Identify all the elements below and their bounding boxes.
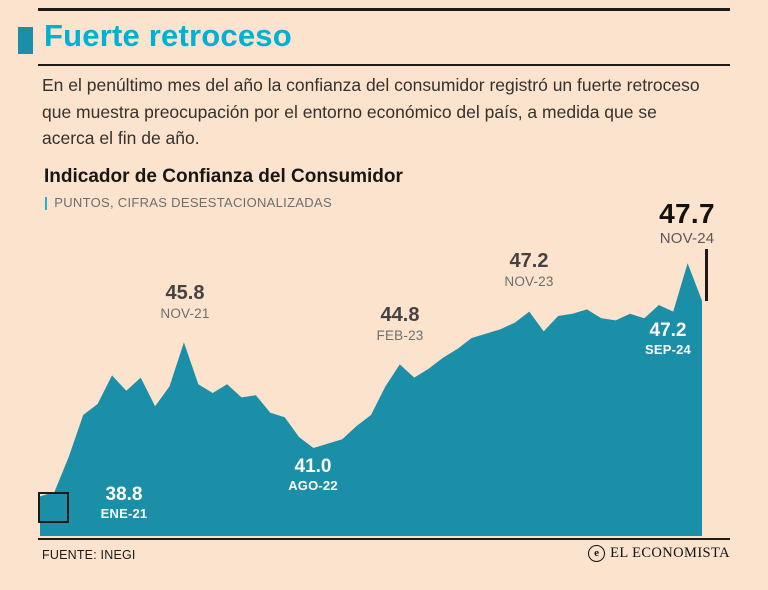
annotation-ago22: 41.0 AGO-22 <box>273 456 353 494</box>
annotation-feb23: 44.8 FEB-23 <box>360 304 440 344</box>
annotation-sep24: 47.2 SEP-24 <box>632 320 704 358</box>
annotation-label: ENE-21 <box>100 506 148 522</box>
chart-subtitle: | PUNTOS, CIFRAS DESESTACIONALIZADAS <box>44 194 332 210</box>
header-divider <box>38 64 730 66</box>
publisher-logo: e EL ECONOMISTA <box>588 545 730 562</box>
annotation-label: NOV-23 <box>504 274 554 290</box>
footer-divider <box>38 538 730 540</box>
annotation-label: FEB-23 <box>376 328 424 344</box>
annotation-label: AGO-22 <box>288 478 338 494</box>
title-marker <box>18 27 33 54</box>
chart-units: PUNTOS, CIFRAS DESESTACIONALIZADAS <box>54 195 332 210</box>
annotation-value: 47.2 <box>649 320 687 341</box>
annotation-value: 47.2 <box>509 250 549 272</box>
annotation-label: SEP-24 <box>644 342 691 358</box>
page-title: Fuerte retroceso <box>44 18 292 53</box>
subtitle-pipe-icon: | <box>44 194 49 210</box>
top-rule <box>38 8 730 11</box>
series-start-marker <box>38 492 69 523</box>
annotation-value: 44.8 <box>380 304 420 326</box>
annotation-value: 47.7 <box>659 198 715 229</box>
annotation-label: NOV-24 <box>659 230 715 248</box>
annotation-value: 41.0 <box>294 456 332 477</box>
source-text: FUENTE: INEGI <box>42 548 136 562</box>
final-value-marker <box>705 249 708 301</box>
chart-title: Indicador de Confianza del Consumidor <box>44 166 403 187</box>
annotation-value: 45.8 <box>165 282 205 304</box>
annotation-value: 38.8 <box>105 484 143 505</box>
annotation-ene21: 38.8 ENE-21 <box>84 484 164 522</box>
logo-text: EL ECONOMISTA <box>610 545 730 561</box>
annotation-label: NOV-21 <box>160 306 210 322</box>
intro-text: En el penúltimo mes del año la confianza… <box>42 75 700 149</box>
logo-e-icon: e <box>588 545 606 562</box>
annotation-nov21: 45.8 NOV-21 <box>145 282 225 322</box>
annotation-nov24: 47.7 NOV-24 <box>642 198 732 248</box>
annotation-nov23: 47.2 NOV-23 <box>489 250 569 290</box>
